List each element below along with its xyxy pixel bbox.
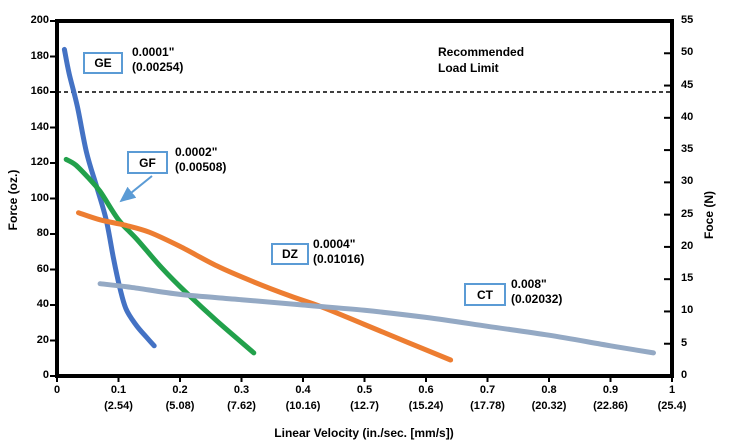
y-left-tick-label: 200 <box>30 14 49 26</box>
x-tick-label-in: 0.6 <box>418 384 434 396</box>
x-tick-label-in: 0.1 <box>110 384 127 396</box>
x-tick-label-in: 0.7 <box>479 384 496 396</box>
x-tick-label-mm: (12.7) <box>350 400 379 412</box>
series-annotation-dz: 0.0004" (0.01016) <box>313 237 364 267</box>
y-right-tick-label: 25 <box>681 207 694 220</box>
y-left-tick-label: 140 <box>30 120 49 133</box>
load-limit-line2: Load Limit <box>438 61 499 75</box>
x-tick-label-in: 0.9 <box>602 384 619 396</box>
y-right-tick-label: 5 <box>681 336 688 349</box>
y-right-tick-label: 45 <box>681 78 694 91</box>
x-tick-label-in: 0.5 <box>356 384 373 396</box>
y-right-tick-label: 55 <box>681 14 694 26</box>
x-tick-label-in: 0.2 <box>172 384 188 396</box>
y-left-tick-label: 100 <box>30 191 49 204</box>
y-left-tick-label: 180 <box>30 49 49 62</box>
y-left-tick-label: 0 <box>42 369 49 381</box>
series-annotation-ct: 0.008" (0.02032) <box>511 277 562 307</box>
y-right-tick-label: 50 <box>681 46 694 59</box>
x-tick-label-in: 0 <box>53 384 61 396</box>
x-tick-label-in: 0.4 <box>295 384 311 396</box>
gf-clearance-in: 0.0002" <box>175 145 218 159</box>
x-axis-title: Linear Velocity (in./sec. [mm/s]) <box>274 426 454 440</box>
y-right-tick-label: 15 <box>681 272 694 285</box>
y-right-tick-label: 40 <box>681 110 694 123</box>
series-label-box-dz: DZ <box>271 243 309 265</box>
ct-clearance-mm: (0.02032) <box>511 292 563 306</box>
y-right-tick-label: 20 <box>681 239 694 252</box>
x-tick-label-mm: (7.62) <box>227 400 256 412</box>
x-tick-label-in: 0.3 <box>233 384 250 396</box>
curve-ct <box>97 281 656 356</box>
x-tick-label-in: 1 <box>668 384 676 396</box>
y-left-tick-label: 120 <box>30 156 49 168</box>
y-left-tick-label: 80 <box>36 227 49 239</box>
gf-clearance-mm: (0.00508) <box>175 160 227 174</box>
y-right-tick-label: 30 <box>681 175 694 188</box>
series-label-box-gf: GF <box>127 151 168 174</box>
series-annotation-ge: 0.0001" (0.00254) <box>132 45 183 75</box>
y-left-tick-label: 20 <box>36 333 49 346</box>
gf-callout-arrow-icon <box>119 175 153 203</box>
curve-ge <box>61 46 157 349</box>
curve-dz <box>76 210 454 363</box>
x-tick-label-mm: (2.54) <box>104 400 133 412</box>
ge-clearance-mm: (0.00254) <box>132 60 184 74</box>
x-tick-label-mm: (5.08) <box>165 400 195 412</box>
x-tick-label-mm: (22.86) <box>593 400 628 412</box>
y-left-tick-label: 160 <box>30 85 49 97</box>
x-tick-label-mm: (20.32) <box>531 400 567 412</box>
series-annotation-gf: 0.0002" (0.00508) <box>175 145 226 175</box>
x-tick-label-mm: (25.4) <box>657 400 687 412</box>
x-tick-label-mm: (10.16) <box>285 400 321 412</box>
y-left-tick-label: 40 <box>36 298 49 310</box>
dz-clearance-in: 0.0004" <box>313 237 356 251</box>
y-left-tick-label: 60 <box>36 262 49 275</box>
y-right-tick-label: 10 <box>681 304 694 317</box>
y-right-tick-label: 35 <box>681 143 694 156</box>
series-label-box-ge: GE <box>83 52 123 74</box>
ct-clearance-in: 0.008" <box>511 277 547 291</box>
dz-clearance-mm: (0.01016) <box>313 252 365 266</box>
curve-gf <box>63 156 257 356</box>
x-tick-label-in: 0.8 <box>541 384 557 396</box>
x-tick-label-mm: (15.24) <box>408 400 444 412</box>
x-tick-label-mm: (17.78) <box>470 400 505 412</box>
load-limit-line1: Recommended <box>438 45 525 59</box>
load-limit-label: Recommended Load Limit <box>438 44 524 76</box>
series-label-box-ct: CT <box>464 283 506 306</box>
y-right-tick-label: 0 <box>681 369 688 381</box>
ge-clearance-in: 0.0001" <box>132 45 175 59</box>
